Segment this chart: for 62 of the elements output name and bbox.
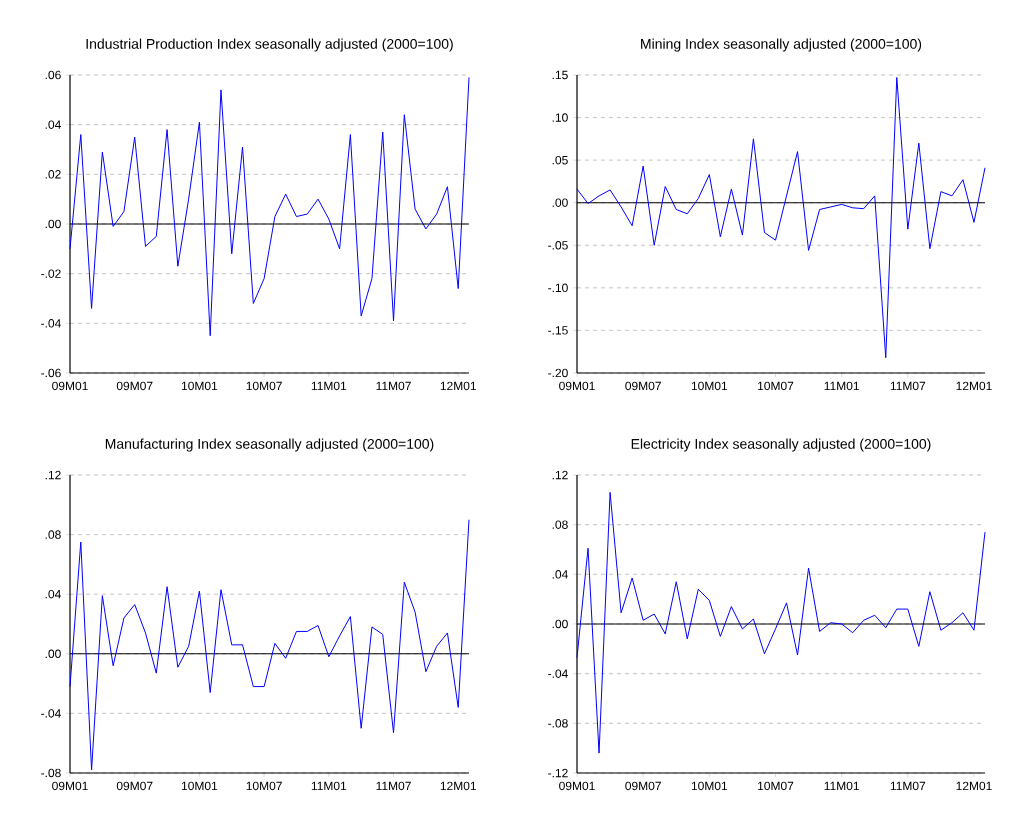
chart-title: Mining Index seasonally adjusted (2000=100) — [641, 38, 922, 52]
line-series — [576, 491, 986, 754]
x-tick-label: 10M07 — [246, 781, 282, 791]
line-series — [69, 76, 470, 337]
x-tick-label: 12M01 — [956, 781, 992, 791]
y-tick-label: -.06 — [41, 368, 61, 378]
y-tick-label: -.04 — [548, 669, 568, 678]
x-tick-label: 10M01 — [181, 781, 218, 791]
y-tick-label: -.04 — [41, 709, 61, 718]
x-tick-label: 09M07 — [116, 381, 153, 391]
y-tick-label: .08 — [45, 530, 61, 539]
y-tick-label: -.08 — [548, 719, 568, 728]
x-tick-label: 11M01 — [311, 381, 347, 391]
y-tick-label: .00 — [552, 619, 568, 629]
x-tick-label: 10M07 — [758, 781, 794, 791]
y-tick-label: .10 — [552, 113, 568, 122]
y-tick-label: -.02 — [41, 269, 61, 278]
x-tick-label: 10M07 — [246, 381, 282, 391]
x-tick-label: 10M01 — [691, 381, 728, 391]
chart-title: Electricity Index seasonally adjusted (2000=100) — [631, 438, 931, 452]
y-tick-label: -.08 — [41, 768, 61, 778]
y-tick-label: .04 — [45, 120, 61, 129]
y-tick-label: .00 — [552, 198, 568, 207]
x-tick-label: 11M01 — [824, 381, 859, 391]
y-tick-label: .00 — [45, 649, 61, 659]
y-tick-label: .06 — [45, 70, 61, 80]
x-tick-label: 11M07 — [376, 381, 411, 391]
x-tick-label: 09M01 — [52, 781, 88, 791]
x-tick-label: 09M07 — [625, 381, 661, 391]
x-tick-label: 12M01 — [440, 781, 476, 791]
chart-title: Industrial Production Index seasonally adjusted (2000=100) — [86, 38, 453, 52]
x-tick-label: 11M01 — [824, 781, 859, 791]
y-tick-label: -.10 — [548, 283, 568, 293]
y-tick-label: .04 — [552, 570, 568, 579]
y-tick-label: .02 — [45, 170, 61, 179]
x-tick-label: 09M01 — [52, 381, 88, 391]
x-tick-label: 09M01 — [559, 381, 595, 391]
x-tick-label: 09M01 — [559, 781, 595, 791]
y-tick-label: .05 — [552, 155, 568, 165]
x-tick-label: 11M07 — [376, 781, 411, 791]
y-tick-label: -.15 — [548, 326, 568, 335]
y-tick-label: .08 — [552, 520, 568, 529]
y-tick-label: .12 — [45, 470, 61, 480]
x-tick-label: 12M01 — [956, 381, 992, 391]
y-tick-label: .00 — [45, 219, 61, 229]
x-tick-label: 11M07 — [890, 381, 926, 391]
x-tick-label: 10M07 — [758, 381, 794, 391]
y-tick-label: -.20 — [548, 368, 568, 378]
y-tick-label: -.12 — [548, 768, 568, 778]
y-tick-label: -.05 — [548, 241, 568, 250]
x-tick-label: 09M07 — [116, 781, 153, 791]
y-tick-label: .04 — [45, 589, 61, 599]
x-tick-label: 10M01 — [691, 781, 728, 791]
y-tick-label: -.04 — [41, 319, 61, 328]
chart-title: Manufacturing Index seasonally adjusted (2000=100) — [105, 438, 434, 452]
x-tick-label: 12M01 — [440, 381, 476, 391]
x-tick-label: 09M07 — [625, 781, 661, 791]
y-tick-label: .12 — [552, 470, 568, 480]
x-tick-label: 11M01 — [311, 781, 347, 791]
y-tick-label: .15 — [552, 70, 568, 80]
x-tick-label: 10M01 — [181, 381, 218, 391]
x-tick-label: 11M07 — [890, 781, 926, 791]
